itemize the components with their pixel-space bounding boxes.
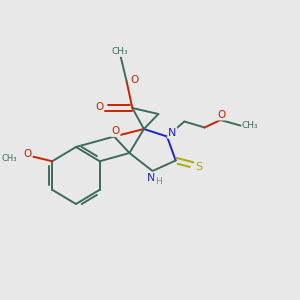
Text: O: O	[217, 110, 225, 120]
Text: S: S	[195, 161, 203, 172]
Text: CH₃: CH₃	[242, 121, 259, 130]
Text: H: H	[155, 177, 162, 186]
Text: O: O	[111, 126, 120, 136]
Text: N: N	[168, 128, 176, 138]
Text: O: O	[130, 75, 139, 85]
Text: O: O	[95, 101, 103, 112]
Text: CH₃: CH₃	[111, 47, 128, 56]
Text: CH₃: CH₃	[1, 154, 16, 163]
Text: N: N	[147, 172, 155, 183]
Text: O: O	[23, 149, 31, 159]
